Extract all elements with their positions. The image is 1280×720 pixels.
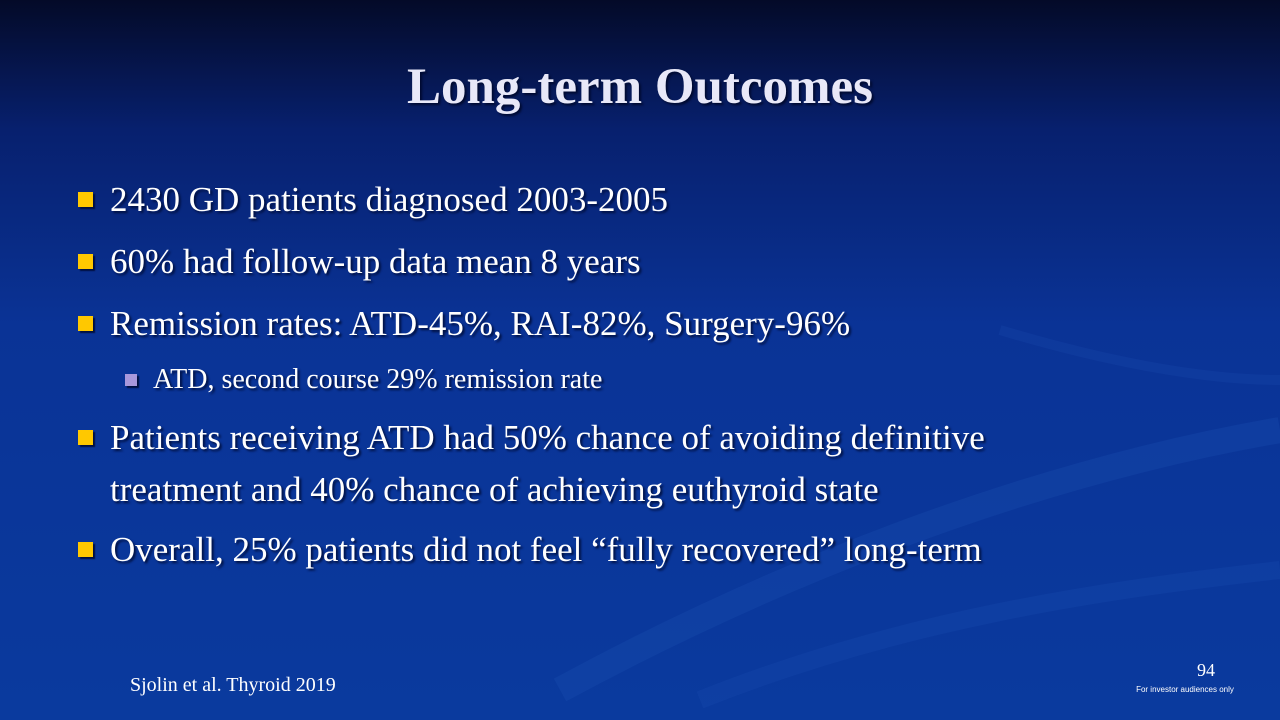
sub-bullet-text: ATD, second course 29% remission rate [153, 364, 603, 395]
page-number: 94 [1197, 660, 1215, 680]
bullet-text: 60% had follow-up data mean 8 years [110, 242, 641, 281]
square-sub-bullet-icon [125, 374, 137, 386]
footer-note: For investor audiences only [1136, 685, 1234, 694]
square-bullet-icon [78, 542, 93, 557]
bullet-text: Remission rates: ATD-45%, RAI-82%, Surge… [110, 304, 851, 343]
citation: Sjolin et al. Thyroid 2019 [130, 674, 336, 696]
square-bullet-icon [78, 192, 93, 207]
square-bullet-icon [78, 316, 93, 331]
bullet-text-line2: treatment and 40% chance of achieving eu… [110, 470, 879, 509]
slide-title: Long-term Outcomes [407, 59, 873, 115]
square-bullet-icon [78, 430, 93, 445]
square-bullet-icon [78, 254, 93, 269]
bullet-text: 2430 GD patients diagnosed 2003-2005 [110, 180, 668, 219]
bullet-text: Overall, 25% patients did not feel “full… [110, 530, 982, 569]
bullet-text-line1: Patients receiving ATD had 50% chance of… [110, 418, 985, 457]
